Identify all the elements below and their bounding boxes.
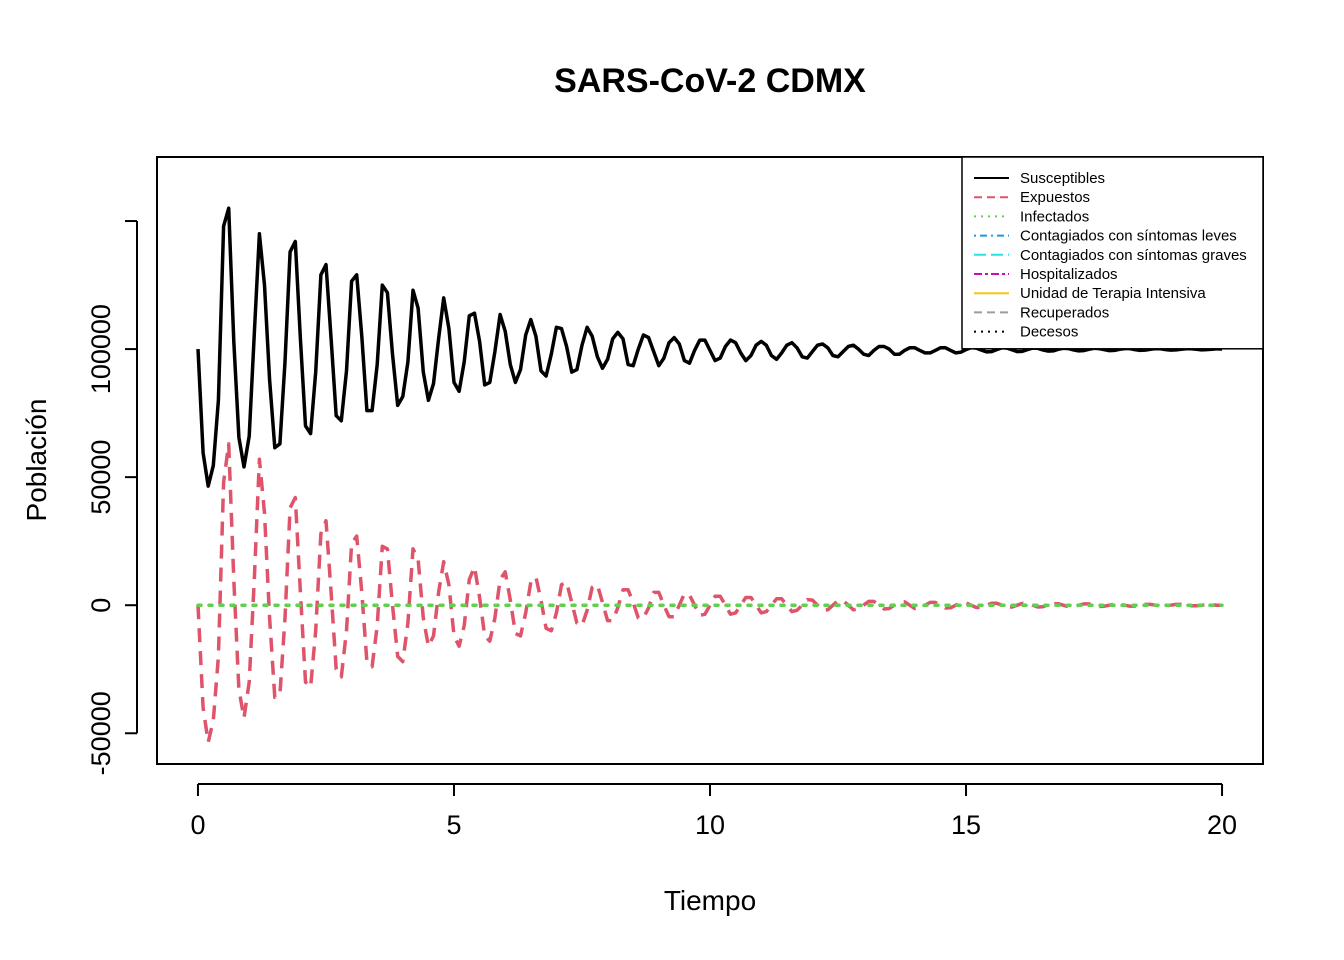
y-tick-label: 100000 — [86, 304, 116, 394]
series-line-expuestos — [196, 442, 1222, 744]
x-tick-label: 20 — [1207, 810, 1237, 840]
legend: Susceptibles Expuestos Infectados Contagiad… — [961, 156, 1264, 350]
x-tick-label: 0 — [190, 810, 205, 840]
legend-label: Hospitalizados — [1020, 266, 1118, 283]
x-axis-label: Tiempo — [664, 885, 756, 916]
y-tick-label: -50000 — [86, 691, 116, 775]
legend-label: Recuperados — [1020, 304, 1109, 321]
y-axis-label: Población — [21, 399, 52, 522]
x-tick-label: 5 — [446, 810, 461, 840]
x-tick-label: 10 — [695, 810, 725, 840]
legend-box — [961, 156, 1264, 350]
y-tick-label: 0 — [86, 598, 116, 613]
series-line-susceptibles — [196, 206, 1223, 488]
legend-label: Contagiados con síntomas graves — [1020, 247, 1247, 264]
chart-title: SARS-CoV-2 CDMX — [554, 62, 866, 100]
legend-label: Decesos — [1020, 324, 1078, 341]
y-axis: -50000 0 50000 100000 — [86, 220, 138, 775]
y-tick-label: 50000 — [86, 440, 116, 515]
x-tick-label: 15 — [951, 810, 981, 840]
legend-label: Infectados — [1020, 208, 1089, 225]
legend-label: Unidad de Terapia Intensiva — [1020, 285, 1206, 302]
plot-area — [196, 206, 1224, 744]
plot-frame — [156, 156, 1264, 765]
legend-label: Susceptibles — [1020, 170, 1105, 187]
legend-label: Expuestos — [1020, 189, 1090, 206]
x-axis: 0 5 10 15 20 — [190, 783, 1237, 840]
legend-label: Contagiados con síntomas leves — [1020, 228, 1237, 245]
